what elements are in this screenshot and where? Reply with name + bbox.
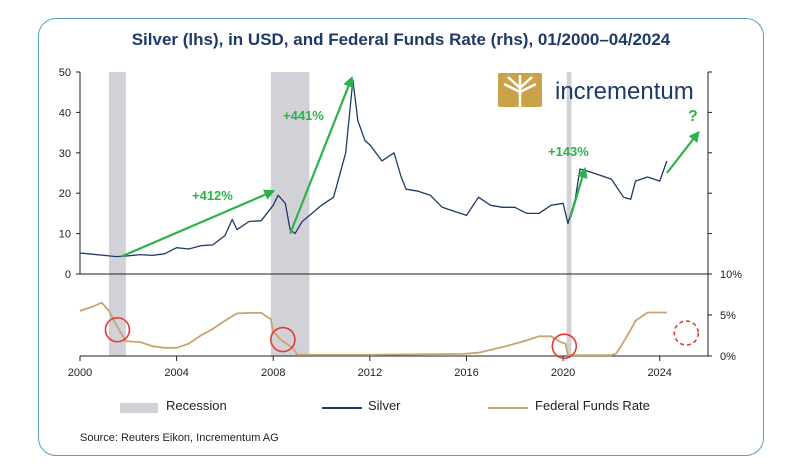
trend-arrow	[289, 76, 354, 235]
legend-recession-label: Recession	[166, 398, 227, 413]
rate-cut-circle	[104, 316, 131, 343]
trend-arrow	[569, 166, 588, 218]
annotation-441: +441%	[283, 108, 324, 123]
x-tick-label: 2004	[164, 367, 188, 379]
y-tick-label: 20	[59, 188, 71, 200]
annotation-412: +412%	[192, 188, 233, 203]
silver-series	[79, 79, 668, 258]
x-tick-label: 2020	[551, 367, 575, 379]
rhs-tick-label: 0%	[720, 351, 736, 363]
legend-ffr-swatch	[488, 407, 528, 409]
recession-band	[270, 72, 310, 356]
rate-cut-circles	[104, 316, 700, 359]
y-tick-label: 40	[59, 107, 71, 119]
chart-frame	[38, 18, 764, 456]
annotations: +412% +441% +143% ?	[192, 108, 698, 203]
logo-text: incrementum	[555, 78, 694, 105]
trend-arrow	[120, 189, 276, 258]
rate-cut-circle	[270, 326, 296, 353]
x-tick-label: 2024	[647, 367, 671, 379]
legend-ffr-label: Federal Funds Rate	[535, 398, 650, 413]
incrementum-logo: incrementum	[498, 73, 694, 107]
rate-cut-circle	[551, 333, 578, 359]
legend-recession-swatch	[120, 403, 158, 413]
tree-icon	[498, 73, 542, 107]
y-tick-label: 50	[59, 67, 71, 79]
chart-title: Silver (lhs), in USD, and Federal Funds …	[131, 30, 671, 49]
x-tick-label: 2000	[68, 367, 92, 379]
annotation-143: +143%	[548, 144, 589, 159]
rhs-tick-label: 10%	[720, 269, 742, 281]
silver-line	[79, 79, 668, 258]
y-tick-label: 10	[59, 229, 71, 241]
x-tick-label: 2008	[261, 367, 285, 379]
recession-bands	[108, 72, 572, 356]
legend-silver-label: Silver	[368, 398, 401, 413]
legend-silver-swatch	[322, 407, 362, 409]
source-note: Source: Reuters Eikon, Incrementum AG	[80, 432, 279, 444]
projected-cut-circle	[673, 320, 700, 346]
x-tick-label: 2012	[358, 367, 382, 379]
trend-arrows	[120, 76, 700, 258]
recession-band	[108, 72, 126, 356]
y-tick-label: 0	[65, 269, 71, 281]
y-tick-label: 30	[59, 148, 71, 160]
ffr-series	[79, 301, 667, 357]
rhs-tick-label: 5%	[720, 310, 736, 322]
trend-arrow	[666, 130, 700, 174]
annotation-question: ?	[688, 108, 698, 125]
recession-band	[566, 72, 572, 356]
chart-axes: 0 10 20 30 40 50 0% 5% 10% 2000 2004 2008 2012 2016 20…	[59, 67, 742, 379]
x-tick-label: 2016	[454, 367, 478, 379]
ffr-line	[79, 301, 667, 357]
